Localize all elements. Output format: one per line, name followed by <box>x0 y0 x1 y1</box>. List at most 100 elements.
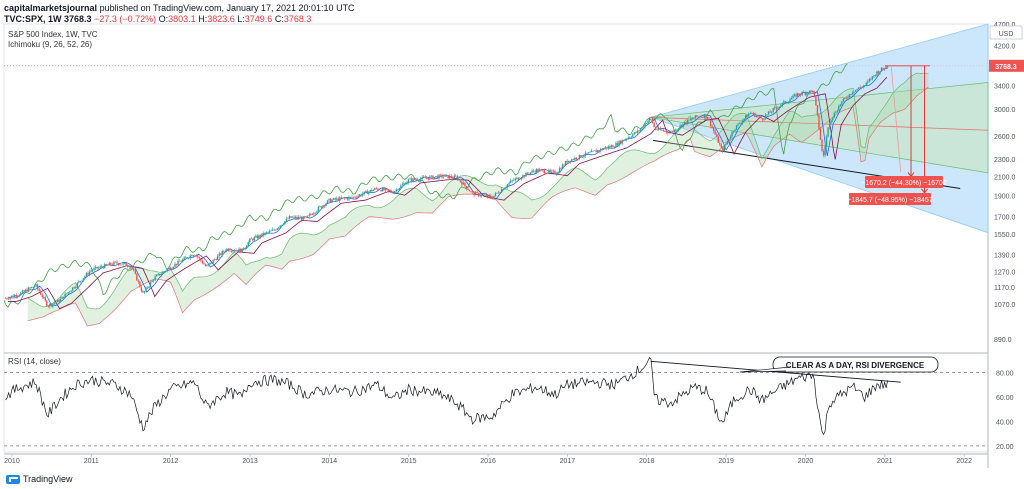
candle-body <box>575 157 578 160</box>
candle-body <box>462 182 465 185</box>
candle-body <box>851 92 854 95</box>
candle-body <box>838 106 840 111</box>
candle-body <box>250 238 252 240</box>
candle-body <box>687 119 689 124</box>
candle-body <box>303 216 306 218</box>
candle-body <box>181 259 184 262</box>
candle-body <box>503 187 506 190</box>
candle-body <box>319 206 321 208</box>
candle-body <box>844 98 846 99</box>
currency-box[interactable] <box>989 25 1023 40</box>
candle-body <box>140 287 143 292</box>
candle-body <box>38 288 40 292</box>
candle-body <box>360 194 362 196</box>
callout-pointer <box>739 366 791 373</box>
candle-body <box>537 169 539 172</box>
candle-body <box>117 263 120 265</box>
rsi-legend[interactable]: RSI (14, close) <box>8 357 61 366</box>
candle-body <box>587 152 590 154</box>
candle-body <box>764 114 767 119</box>
candle-body <box>400 185 402 189</box>
candle-body <box>334 198 336 200</box>
candle-body <box>61 296 63 299</box>
candle-body <box>169 267 172 270</box>
candle-body <box>209 262 211 265</box>
candle-body <box>162 271 164 274</box>
candle-body <box>404 183 407 185</box>
candle-body <box>331 199 333 202</box>
candle-body <box>349 196 352 198</box>
candle-body <box>662 130 665 131</box>
candle-body <box>799 94 802 96</box>
candle-body <box>4 298 7 299</box>
candle-body <box>453 175 455 179</box>
candle-body <box>435 176 437 178</box>
candle-body <box>535 169 538 173</box>
low-value: 3749.6 <box>244 14 273 24</box>
candle-body <box>299 217 301 219</box>
candle-body <box>346 197 349 200</box>
candle-body <box>783 101 785 103</box>
candle-body <box>310 214 312 215</box>
candle-body <box>152 280 155 282</box>
tradingview-logo[interactable]: TradingView <box>6 474 73 484</box>
callout-box[interactable] <box>772 356 939 373</box>
candle-body <box>525 172 527 177</box>
candle-body <box>424 177 426 179</box>
candle-body <box>281 224 283 226</box>
candle-body <box>377 188 379 190</box>
candle-body <box>418 180 420 181</box>
candle-body <box>49 303 51 307</box>
measure-arrowhead-2 <box>921 188 928 194</box>
candle-body <box>485 194 487 197</box>
time-tick-label: 2019 <box>718 458 734 465</box>
candle-body <box>419 178 422 181</box>
chart-header: capitalmarketsjournal published on Tradi… <box>4 3 355 25</box>
candle-body <box>830 120 832 124</box>
candle-body <box>630 136 632 138</box>
candle-body <box>390 191 393 193</box>
candle-body <box>702 116 704 118</box>
candle-body <box>458 179 460 181</box>
candle-body <box>355 197 358 199</box>
candle-body <box>10 295 13 298</box>
high-value: 3823.6 <box>207 14 235 24</box>
candle-body <box>322 205 324 208</box>
candle-body <box>867 81 869 83</box>
candle-body <box>329 198 332 202</box>
candle-body <box>317 207 320 212</box>
rsi-tick-label: 80.00 <box>996 370 1014 377</box>
candle-body <box>113 261 115 265</box>
candle-body <box>803 92 805 93</box>
time-tick-label: 2013 <box>242 458 258 465</box>
main-legend[interactable]: S&P 500 Index, 1W, TVC <box>8 30 98 39</box>
candle-body <box>777 108 779 109</box>
candle-body <box>90 270 92 272</box>
time-tick-label: 2011 <box>84 458 99 465</box>
candle-body <box>221 250 223 255</box>
candle-body <box>207 264 210 266</box>
candle-body <box>224 251 227 252</box>
candle-body <box>258 235 260 239</box>
candle-body <box>456 176 458 180</box>
candle-body <box>639 129 642 132</box>
candle-body <box>433 177 436 179</box>
candle-body <box>664 130 666 132</box>
candle-body <box>600 148 602 151</box>
candle-body <box>383 188 385 191</box>
candle-body <box>455 175 457 177</box>
candle-body <box>529 172 532 175</box>
candle-body <box>375 188 378 189</box>
candle-body <box>62 296 65 299</box>
candle-body <box>325 203 327 206</box>
candle-body <box>416 179 419 181</box>
candle-body <box>880 67 883 72</box>
candle-body <box>361 193 364 196</box>
author-name[interactable]: capitalmarketsjournal <box>4 3 98 13</box>
candle-body <box>694 115 697 118</box>
ichimoku-legend[interactable]: Ichimoku (9, 26, 52, 26) <box>8 40 93 49</box>
candle-body <box>55 302 57 303</box>
time-tick-label: 2014 <box>322 458 338 465</box>
measure-label-1: −1670.2 (−44.30%) −16702 <box>861 180 947 187</box>
